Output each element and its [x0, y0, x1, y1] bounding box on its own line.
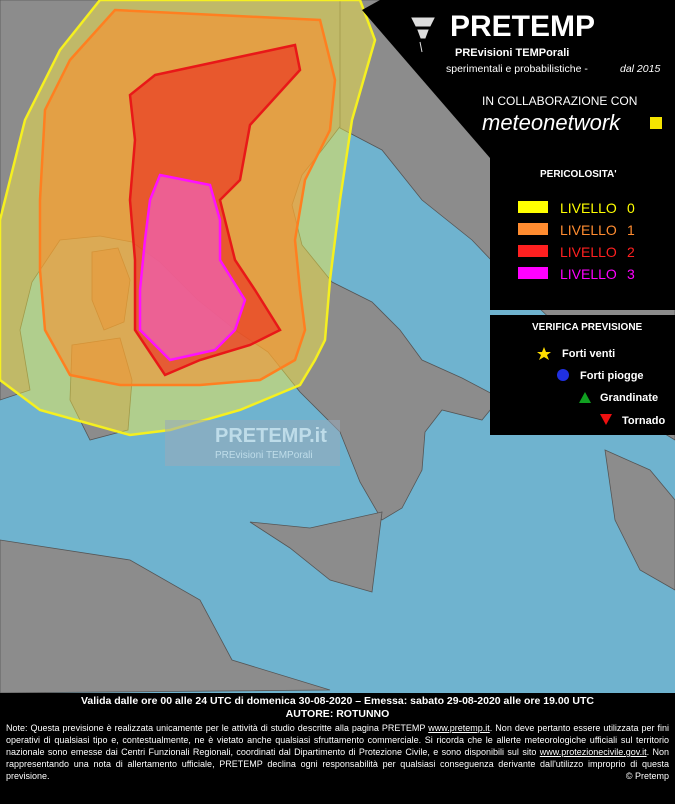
- author: AUTORE: ROTUNNO: [285, 707, 390, 720]
- header-panel: [362, 0, 675, 158]
- legend-swatch: [518, 223, 548, 235]
- partner-square: [650, 117, 662, 129]
- note-text: Note: Questa previsione è realizzata uni…: [6, 723, 429, 733]
- level-3-area: [138, 173, 247, 362]
- header-subtitle: PREvisioni TEMPorali: [455, 47, 569, 59]
- note-text: . Non deve pertanto essere utilizzata pe…: [6, 723, 669, 757]
- note-text: . Non rappresentando una nota di allerta…: [6, 747, 670, 781]
- legend-label: Forti venti: [562, 348, 615, 360]
- watermark-title: PRETEMP.it: [215, 425, 327, 447]
- icon-triangle-down: [600, 414, 612, 425]
- header-title: PRETEMP: [450, 10, 595, 43]
- risk-areas: [0, 0, 377, 437]
- validity: Valida dalle ore 00 alle 24 UTC di domen…: [80, 695, 594, 707]
- note: Note: Questa previsione è realizzata uni…: [6, 722, 669, 782]
- header-since: dal 2015: [620, 63, 660, 75]
- legend-level: 0: [627, 200, 635, 216]
- watermark-subtitle: PREvisioni TEMPorali: [215, 450, 313, 461]
- icon-triangle: [579, 392, 591, 403]
- footer: Valida dalle ore 00 alle 24 UTC di domen…: [0, 693, 675, 804]
- legend-swatch: [518, 201, 548, 213]
- legend-label: Forti piogge: [580, 370, 644, 382]
- link[interactable]: www.pretemp.it: [428, 723, 490, 733]
- legend-label: LIVELLO: [560, 200, 617, 216]
- collab-text: IN COLLABORAZIONE CON: [482, 94, 637, 108]
- icon-star: [537, 347, 551, 360]
- legend-swatch: [518, 245, 548, 257]
- legend-label: LIVELLO: [560, 222, 617, 238]
- partner-name: meteonetwork: [482, 110, 621, 135]
- verification-legend-box: [490, 315, 675, 435]
- hazard-legend-title: PERICOLOSITA': [540, 169, 617, 180]
- legend-label: LIVELLO: [560, 266, 617, 282]
- tornado-logo: [411, 17, 435, 53]
- legend-swatch: [518, 267, 548, 279]
- icon-circle: [557, 369, 569, 381]
- hazard-legend-items: LIVELLO 0 LIVELLO 1 LIVELLO 2 LIVELLO 3: [518, 200, 635, 282]
- legend-level: 2: [627, 244, 635, 260]
- header-tagline: sperimentali e probabilistiche -: [446, 63, 588, 75]
- link[interactable]: www.protezionecivile.gov.it: [539, 747, 647, 757]
- legend-label: Tornado: [622, 415, 665, 427]
- legend-level: 3: [627, 266, 635, 282]
- verification-legend-title: VERIFICA PREVISIONE: [532, 322, 643, 333]
- legend-label: LIVELLO: [560, 244, 617, 260]
- copyright: © Pretemp: [625, 771, 669, 781]
- watermark-box: [165, 420, 340, 466]
- legend-level: 1: [627, 222, 635, 238]
- map: PRETEMP.it PREvisioni TEMPorali PRETEMP …: [0, 0, 675, 693]
- watermark: PRETEMP.it PREvisioni TEMPorali: [165, 420, 340, 466]
- verification-legend-items: Forti venti Forti piogge Grandinate Torn…: [537, 347, 665, 427]
- legend-label: Grandinate: [600, 392, 658, 404]
